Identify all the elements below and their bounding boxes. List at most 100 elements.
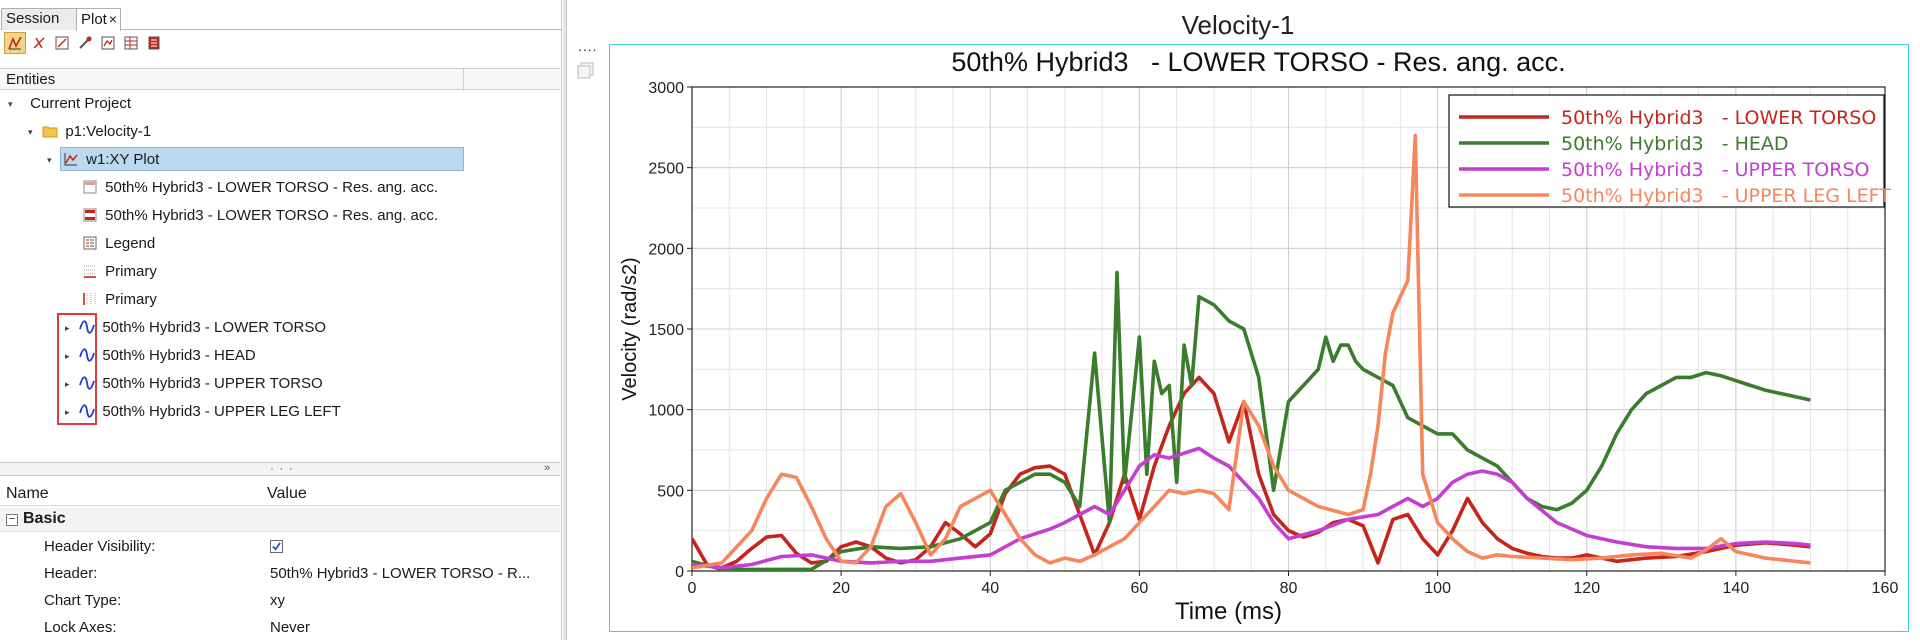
tree-item-page[interactable]: ▾ p1:Velocity-1: [28, 120, 151, 144]
tree-item-current-project[interactable]: ▾ Current Project: [8, 92, 131, 116]
tree-item-label: Primary: [105, 291, 157, 308]
collapse-icon[interactable]: ▾: [8, 99, 13, 110]
window-layout-icon[interactable]: [576, 60, 596, 80]
tree-item-label: Legend: [105, 235, 156, 252]
name-column-header: Name: [6, 485, 49, 502]
table-icon[interactable]: [120, 32, 142, 54]
plot-toolbar: [4, 32, 204, 56]
tree-item-axis-x[interactable]: Primary: [82, 260, 157, 284]
tree-item-label: 50th% Hybrid3 - LOWER TORSO - Res. ang. …: [105, 207, 439, 224]
horizontal-axis-icon: [82, 263, 98, 279]
property-row-chart-type[interactable]: Chart Type: xy: [0, 588, 560, 615]
curve-tool-icon[interactable]: [28, 32, 50, 54]
curve-icon: [79, 319, 96, 335]
x-tick-label: 140: [1723, 580, 1750, 597]
curve-icons-highlight: [57, 313, 97, 425]
x-axis-label: Time (ms): [1175, 598, 1282, 625]
legend-entry: 50th% Hybrid3 - LOWER TORSO: [1561, 107, 1876, 129]
plot-frame[interactable]: 0 20 40 60 80 100 120 140 160 0 500 1000 1500 2000 250…: [609, 44, 1909, 632]
axis-icon[interactable]: [97, 32, 119, 54]
property-row-header-visibility[interactable]: Header Visibility:: [0, 534, 560, 561]
measure-icon[interactable]: [74, 32, 96, 54]
vertical-axis-icon: [82, 291, 98, 307]
property-value[interactable]: 50th% Hybrid3 - LOWER TORSO - R...: [270, 565, 531, 582]
value-column-header: Value: [267, 485, 307, 502]
collapse-icon[interactable]: ▾: [28, 127, 33, 138]
series-line: [692, 375, 1811, 570]
property-name: Chart Type:: [44, 592, 122, 609]
property-table-header: Name Value: [0, 482, 560, 506]
entities-header-label: Entities: [6, 71, 56, 88]
tree-item-label: 50th% Hybrid3 - UPPER TORSO: [102, 375, 323, 392]
plot-mode-icon[interactable]: [4, 32, 26, 54]
x-tick-label: 80: [1280, 580, 1298, 597]
collapse-icon[interactable]: ▾: [47, 155, 52, 165]
x-tick-label: 60: [1130, 580, 1148, 597]
x-tick-label: 0: [688, 580, 697, 597]
property-group-basic[interactable]: − Basic: [0, 508, 560, 532]
series-line: [692, 133, 1811, 570]
tab-plot-label: Plot: [81, 11, 107, 28]
tree-item-label: p1:Velocity-1: [65, 123, 152, 140]
property-row-lock-axes[interactable]: Lock Axes: Never: [0, 615, 560, 642]
header-icon: [82, 179, 98, 195]
property-row-header[interactable]: Header: 50th% Hybrid3 - LOWER TORSO - R.…: [0, 561, 560, 588]
expand-icon[interactable]: ▸: [65, 323, 70, 334]
footer-icon: [82, 207, 98, 223]
tree-item-label: Primary: [105, 263, 157, 280]
curve-icon: [79, 375, 96, 391]
tree-item-curve[interactable]: ▸ 50th% Hybrid3 - LOWER TORSO: [65, 316, 326, 340]
tree-item-label: 50th% Hybrid3 - UPPER LEG LEFT: [102, 403, 341, 420]
xy-chart[interactable]: 0 20 40 60 80 100 120 140 160 0 500 1000 1500 2000 250…: [610, 45, 1910, 633]
property-group-label: Basic: [23, 510, 66, 527]
property-name: Lock Axes:: [44, 619, 117, 636]
collapse-icon[interactable]: −: [6, 514, 18, 526]
expand-icon[interactable]: ▸: [65, 351, 70, 362]
property-value[interactable]: xy: [270, 592, 285, 609]
panel-splitter[interactable]: · · · »: [0, 461, 560, 476]
expand-icon[interactable]: ▸: [65, 407, 70, 418]
splitter-grip-icon[interactable]: · · ·: [270, 461, 294, 475]
legend-entry: 50th% Hybrid3 - HEAD: [1561, 133, 1789, 155]
tree-item-window[interactable]: ▾ w1:XY Plot: [47, 147, 464, 171]
entity-tree: ▾ Current Project ▾ p1:Velocity-1 ▾ w1:X…: [0, 92, 560, 462]
series-line: [692, 270, 1811, 571]
tree-item-legend[interactable]: Legend: [82, 232, 155, 256]
close-icon[interactable]: ×: [108, 11, 118, 27]
x-tick-label: 160: [1872, 580, 1899, 597]
x-tick-label: 100: [1424, 580, 1451, 597]
legend-entry: 50th% Hybrid3 - UPPER LEG LEFT: [1561, 185, 1891, 207]
header-visibility-checkbox[interactable]: [270, 540, 283, 553]
tree-item-curve[interactable]: ▸ 50th% Hybrid3 - UPPER LEG LEFT: [65, 400, 341, 424]
panel-divider[interactable]: [563, 0, 567, 640]
left-panel: Session Plot × Entities ▾ Curre: [0, 0, 562, 640]
page-icon[interactable]: [143, 32, 165, 54]
window-options-icon[interactable]: ....: [578, 38, 598, 54]
y-tick-label: 2500: [648, 161, 684, 178]
y-tick-label: 1500: [648, 322, 684, 339]
tree-item-axis-y[interactable]: Primary: [82, 288, 157, 312]
tree-item-header[interactable]: 50th% Hybrid3 - LOWER TORSO - Res. ang. …: [82, 176, 438, 200]
legend-box: [1448, 94, 1885, 208]
y-tick-label: 2000: [648, 241, 684, 258]
expand-icon[interactable]: ▸: [65, 379, 70, 390]
property-value[interactable]: [270, 538, 560, 555]
datum-icon[interactable]: [51, 32, 73, 54]
column-divider[interactable]: [463, 69, 464, 91]
tree-item-curve[interactable]: ▸ 50th% Hybrid3 - UPPER TORSO: [65, 372, 323, 396]
tab-session-label: Session: [6, 10, 60, 27]
tab-session[interactable]: Session: [1, 8, 77, 30]
property-name: Header Visibility:: [44, 538, 156, 555]
tree-item-label: 50th% Hybrid3 - LOWER TORSO - Res. ang. …: [105, 179, 439, 196]
property-value[interactable]: Never: [270, 619, 311, 636]
tree-item-curve[interactable]: ▸ 50th% Hybrid3 - HEAD: [65, 344, 256, 368]
window-title: Velocity-1: [1181, 10, 1295, 40]
tab-plot[interactable]: Plot ×: [76, 8, 121, 31]
tree-item-label: Current Project: [30, 95, 132, 112]
chevron-down-icon[interactable]: »: [544, 462, 551, 474]
tree-item-footer[interactable]: 50th% Hybrid3 - LOWER TORSO - Res. ang. …: [82, 204, 438, 228]
y-axis-label: Velocity (rad/s2): [619, 257, 641, 400]
legend-icon: [82, 235, 98, 251]
tree-item-label: 50th% Hybrid3 - HEAD: [102, 347, 256, 364]
tree-item-label: w1:XY Plot: [86, 151, 160, 168]
